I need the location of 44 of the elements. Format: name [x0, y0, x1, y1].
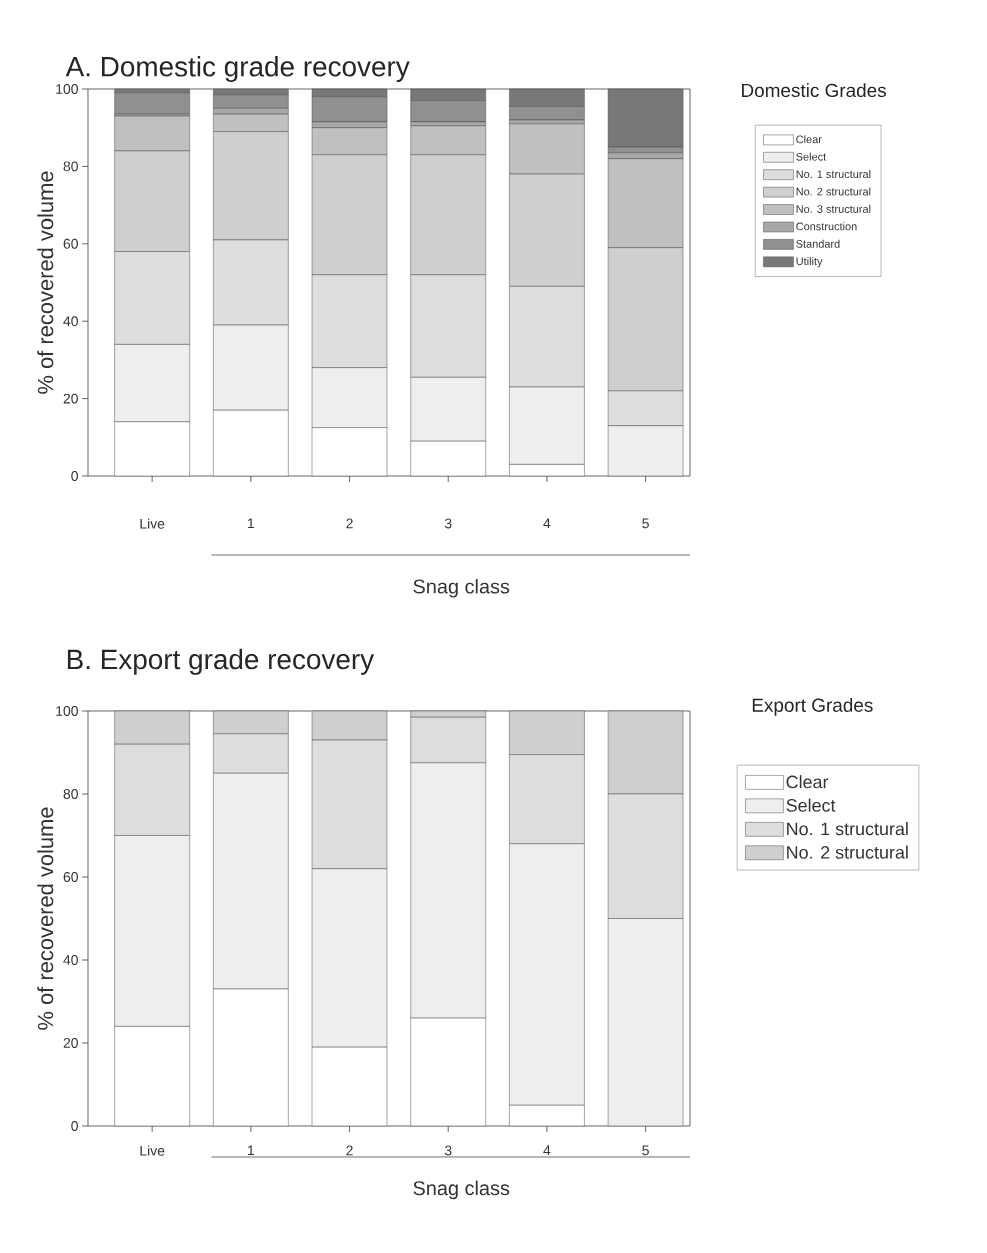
x-tick-label: 5 — [642, 1145, 649, 1156]
y-tick-label: 0 — [71, 1121, 78, 1131]
y-tick-label: 80 — [63, 161, 78, 172]
x-tick-label: 3 — [444, 1145, 452, 1156]
x-tick-label: 2 — [346, 518, 353, 529]
legend-title: Export Grades — [752, 698, 873, 716]
y-tick-label: 20 — [63, 1038, 78, 1048]
legend-label: Construction — [796, 222, 857, 231]
y-axis-title: % of recovered volume — [37, 807, 54, 1030]
x-tick-label: 4 — [543, 518, 551, 529]
y-tick-label: 100 — [56, 84, 78, 94]
legend-label: No. 1 structural — [787, 822, 908, 836]
x-axis-title: Snag class — [413, 578, 510, 598]
legend-label: No. 2 structural — [796, 187, 871, 196]
y-tick-label: 60 — [63, 872, 78, 882]
y-tick-label: 80 — [63, 789, 78, 799]
legend-label: Select — [786, 798, 836, 812]
legend-title: Domestic Grades — [742, 83, 886, 98]
x-tick-label: 5 — [642, 518, 649, 529]
legend-label: Select — [796, 152, 827, 161]
y-tick-label: 100 — [56, 706, 78, 716]
y-tick-label: 0 — [71, 471, 78, 481]
y-tick-label: 40 — [63, 955, 78, 965]
y-tick-label: 40 — [63, 316, 78, 327]
x-tick-label: Live — [140, 518, 165, 529]
legend-label: Clear — [786, 775, 829, 789]
y-tick-label: 60 — [63, 238, 78, 249]
chart-title: B. Export grade recovery — [67, 648, 375, 675]
x-tick-label: 3 — [444, 518, 452, 529]
x-tick-label: 4 — [543, 1145, 551, 1156]
x-axis-title: Snag class — [413, 1180, 510, 1200]
legend-label: No. 3 structural — [796, 204, 871, 213]
x-tick-label: 2 — [346, 1145, 353, 1156]
legend-label: Standard — [796, 239, 840, 248]
y-tick-label: 20 — [63, 393, 78, 404]
chart-title: A. Domestic grade recovery — [65, 56, 410, 83]
x-tick-label: Live — [140, 1145, 165, 1156]
legend-label: Clear — [796, 135, 822, 144]
x-tick-label: 1 — [248, 1145, 255, 1156]
legend-label: No. 1 structural — [796, 170, 871, 179]
y-axis-title: % of recovered volume — [37, 171, 54, 394]
legend-label: No. 2 structural — [787, 845, 908, 859]
legend-label: Utility — [796, 257, 823, 268]
x-tick-label: 1 — [248, 518, 255, 529]
